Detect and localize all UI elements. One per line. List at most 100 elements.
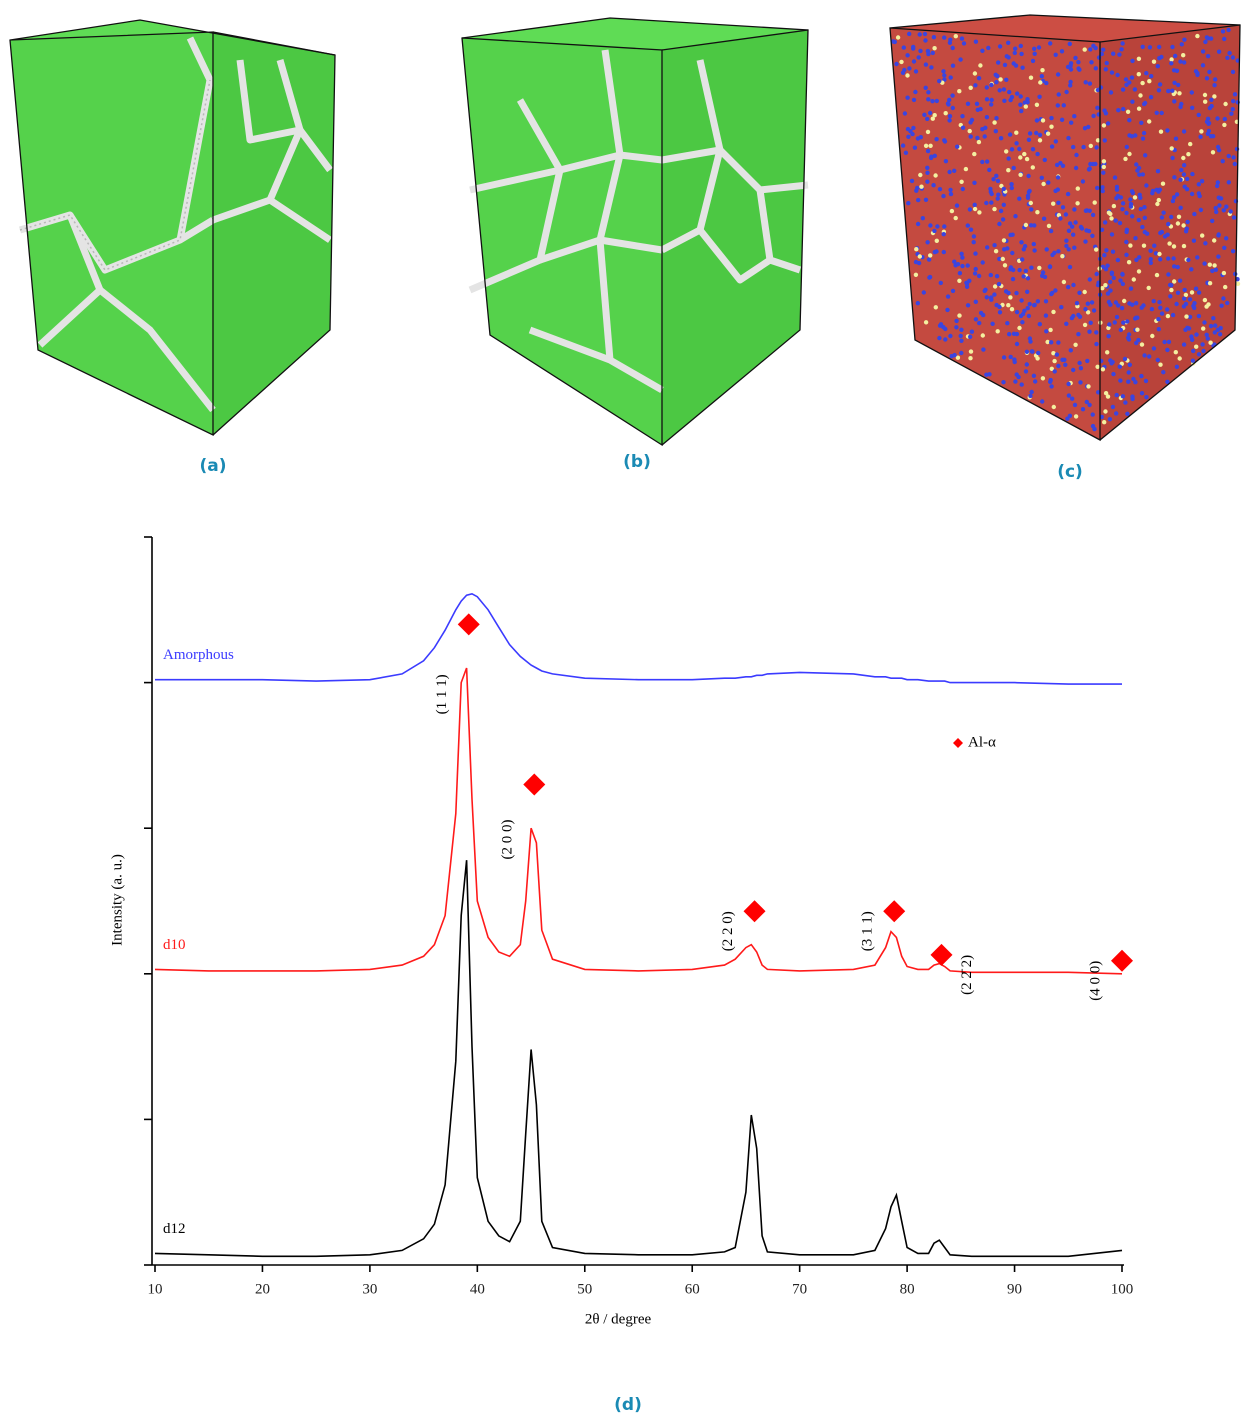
atom — [1120, 201, 1126, 206]
atom — [913, 259, 919, 265]
atom — [1026, 173, 1031, 179]
atom — [931, 183, 936, 188]
legend-marker — [953, 738, 963, 748]
atom — [928, 143, 933, 148]
atom — [1201, 348, 1206, 354]
atom — [1084, 399, 1090, 405]
atom — [1114, 187, 1120, 192]
atom — [932, 153, 937, 158]
atom — [1061, 103, 1067, 108]
atom — [990, 321, 995, 326]
atom — [1184, 187, 1190, 192]
atom — [950, 105, 955, 111]
atom — [1086, 384, 1091, 389]
atom — [960, 186, 965, 192]
series-line — [154, 667, 1123, 975]
atom — [1156, 88, 1162, 93]
atom — [973, 317, 979, 322]
atom — [1235, 281, 1241, 286]
atom — [917, 254, 922, 259]
atom — [989, 82, 994, 88]
atom — [1185, 176, 1190, 182]
atom — [1013, 46, 1018, 51]
atom — [1166, 256, 1171, 261]
atom — [1032, 46, 1037, 51]
atom — [1147, 45, 1153, 50]
atom — [1010, 250, 1015, 256]
atom — [906, 201, 911, 206]
atom — [1152, 243, 1157, 248]
atom — [1185, 219, 1190, 225]
atom — [1026, 137, 1032, 142]
atom — [1048, 228, 1054, 234]
atom — [1079, 226, 1085, 231]
atom — [1194, 332, 1199, 337]
atom — [1171, 195, 1177, 200]
atom — [942, 35, 947, 40]
atom — [1066, 247, 1071, 252]
atom — [1065, 416, 1070, 421]
atom — [901, 45, 906, 50]
atom — [1136, 72, 1142, 77]
atom — [1136, 337, 1141, 343]
atom — [1022, 151, 1027, 157]
panel-label: (d) — [614, 1395, 642, 1415]
atom — [1131, 376, 1136, 382]
atom — [1034, 102, 1040, 108]
atom — [965, 303, 971, 308]
atom — [1123, 400, 1128, 405]
atom — [997, 310, 1003, 315]
atom — [976, 273, 982, 279]
atom — [1208, 323, 1214, 329]
atom — [989, 97, 994, 103]
atom — [1174, 364, 1180, 369]
atom — [1080, 407, 1086, 412]
atom — [996, 60, 1001, 65]
atom — [1095, 282, 1101, 288]
atom — [980, 48, 985, 53]
atom — [1072, 402, 1078, 408]
atom — [1053, 188, 1058, 194]
atom — [1125, 319, 1130, 324]
atom — [1184, 314, 1189, 319]
atom — [1001, 355, 1007, 360]
atom — [1108, 302, 1113, 307]
x-tick-label: 80 — [900, 1281, 915, 1297]
atom — [1223, 101, 1228, 107]
amorphous-model-c — [889, 14, 1241, 442]
atom — [1066, 393, 1072, 398]
atom — [1067, 413, 1073, 418]
atom — [923, 197, 929, 202]
atom — [1148, 248, 1153, 253]
atom — [1012, 359, 1017, 365]
atom — [957, 271, 963, 276]
atom — [1103, 267, 1109, 272]
atom — [1051, 404, 1057, 410]
atom — [947, 97, 952, 103]
atom — [1196, 352, 1202, 357]
atom — [1006, 156, 1011, 161]
atom — [1018, 43, 1023, 49]
atom — [1094, 247, 1099, 252]
atom — [1208, 340, 1213, 345]
atom — [1196, 112, 1201, 118]
atom — [1109, 70, 1115, 75]
atom — [1198, 134, 1203, 139]
atom — [1199, 129, 1204, 134]
atom — [1157, 300, 1162, 305]
x-tick-label: 50 — [577, 1281, 592, 1297]
peak-label: (4 0 0) — [1087, 961, 1103, 1001]
atom — [1220, 159, 1225, 164]
atom — [1049, 384, 1054, 389]
atom — [1001, 202, 1006, 207]
atom — [934, 98, 939, 104]
atom — [1231, 215, 1237, 220]
atom — [950, 45, 955, 51]
atom — [955, 144, 960, 149]
atom — [1025, 100, 1030, 105]
x-tick-label: 60 — [685, 1281, 700, 1297]
atom — [994, 80, 999, 85]
atom — [984, 115, 990, 120]
atom — [991, 177, 996, 182]
atom — [1124, 229, 1129, 235]
